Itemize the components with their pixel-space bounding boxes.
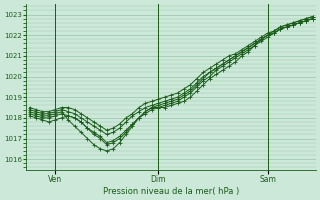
X-axis label: Pression niveau de la mer( hPa ): Pression niveau de la mer( hPa ) — [103, 187, 239, 196]
